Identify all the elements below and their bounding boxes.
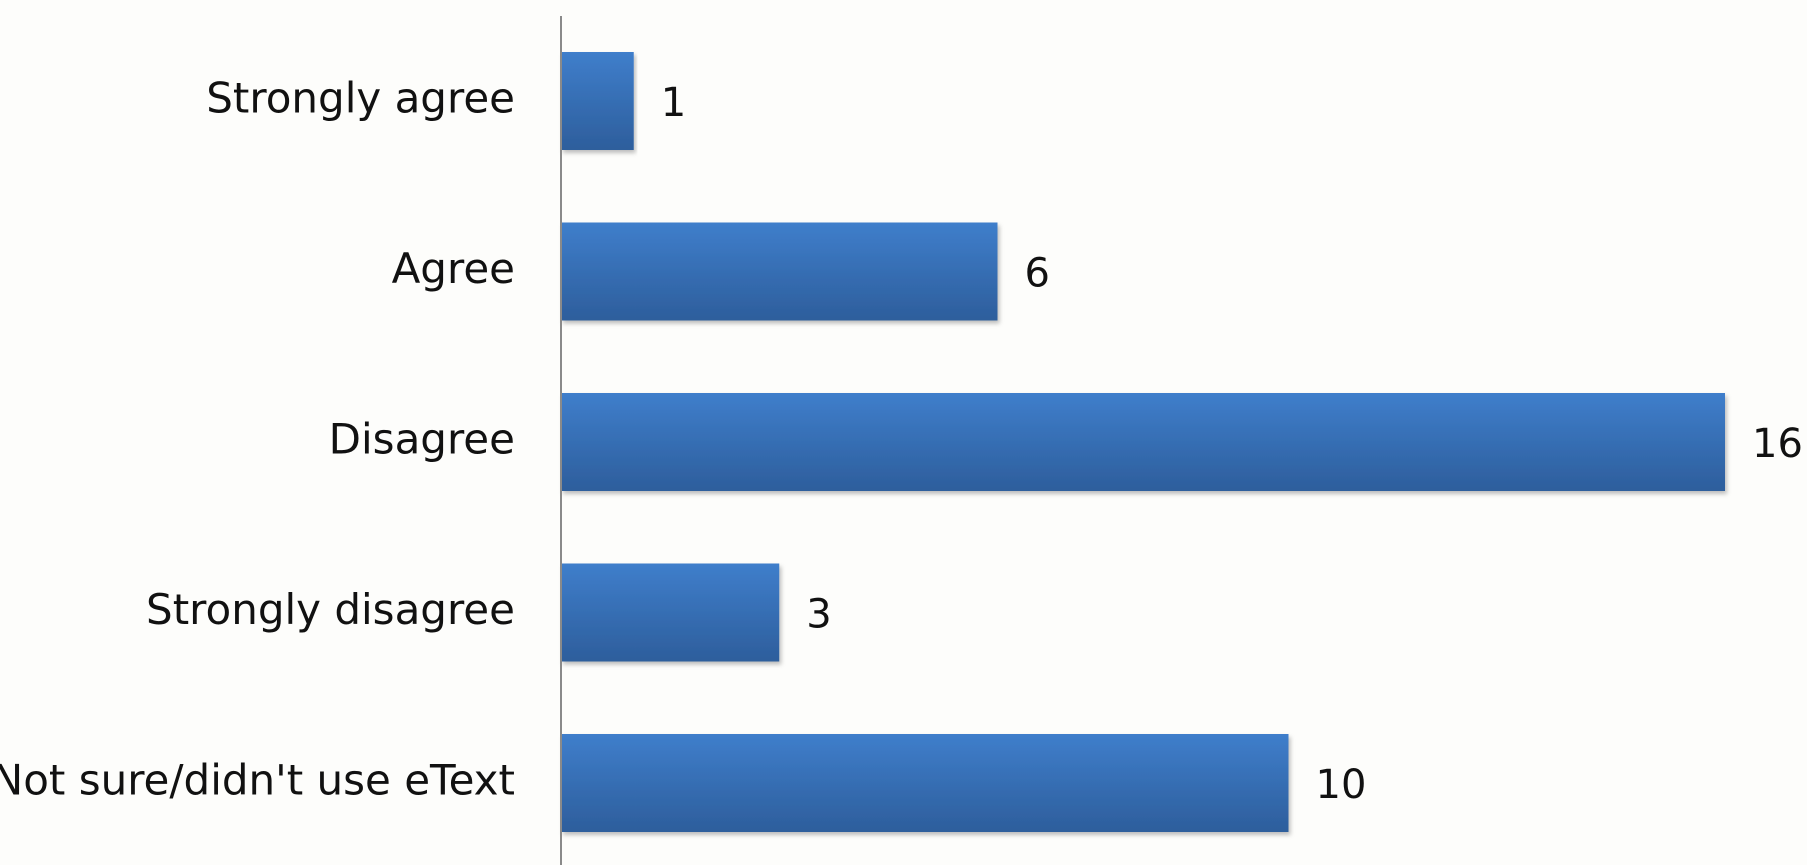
bar-0	[561, 52, 634, 150]
bar-1	[561, 222, 998, 321]
data-label-4: 10	[1316, 762, 1367, 808]
data-label-0: 1	[661, 80, 686, 126]
bar-2	[561, 393, 1725, 491]
bar-4	[561, 734, 1289, 832]
data-label-3: 3	[806, 592, 831, 638]
category-label-2: Disagree	[329, 415, 515, 464]
bars-layer	[561, 52, 1725, 832]
category-label-0: Strongly agree	[206, 74, 515, 123]
data-label-2: 16	[1752, 421, 1803, 467]
labels-layer: Strongly agree 1 Agree 6 Disagree 16 Strongly …	[0, 74, 1803, 809]
category-label-4: Not sure/didn't use eText	[0, 756, 515, 805]
bar-3	[561, 563, 780, 662]
category-label-1: Agree	[392, 244, 515, 293]
category-label-3: Strongly disagree	[146, 585, 515, 634]
data-label-1: 6	[1025, 251, 1050, 297]
